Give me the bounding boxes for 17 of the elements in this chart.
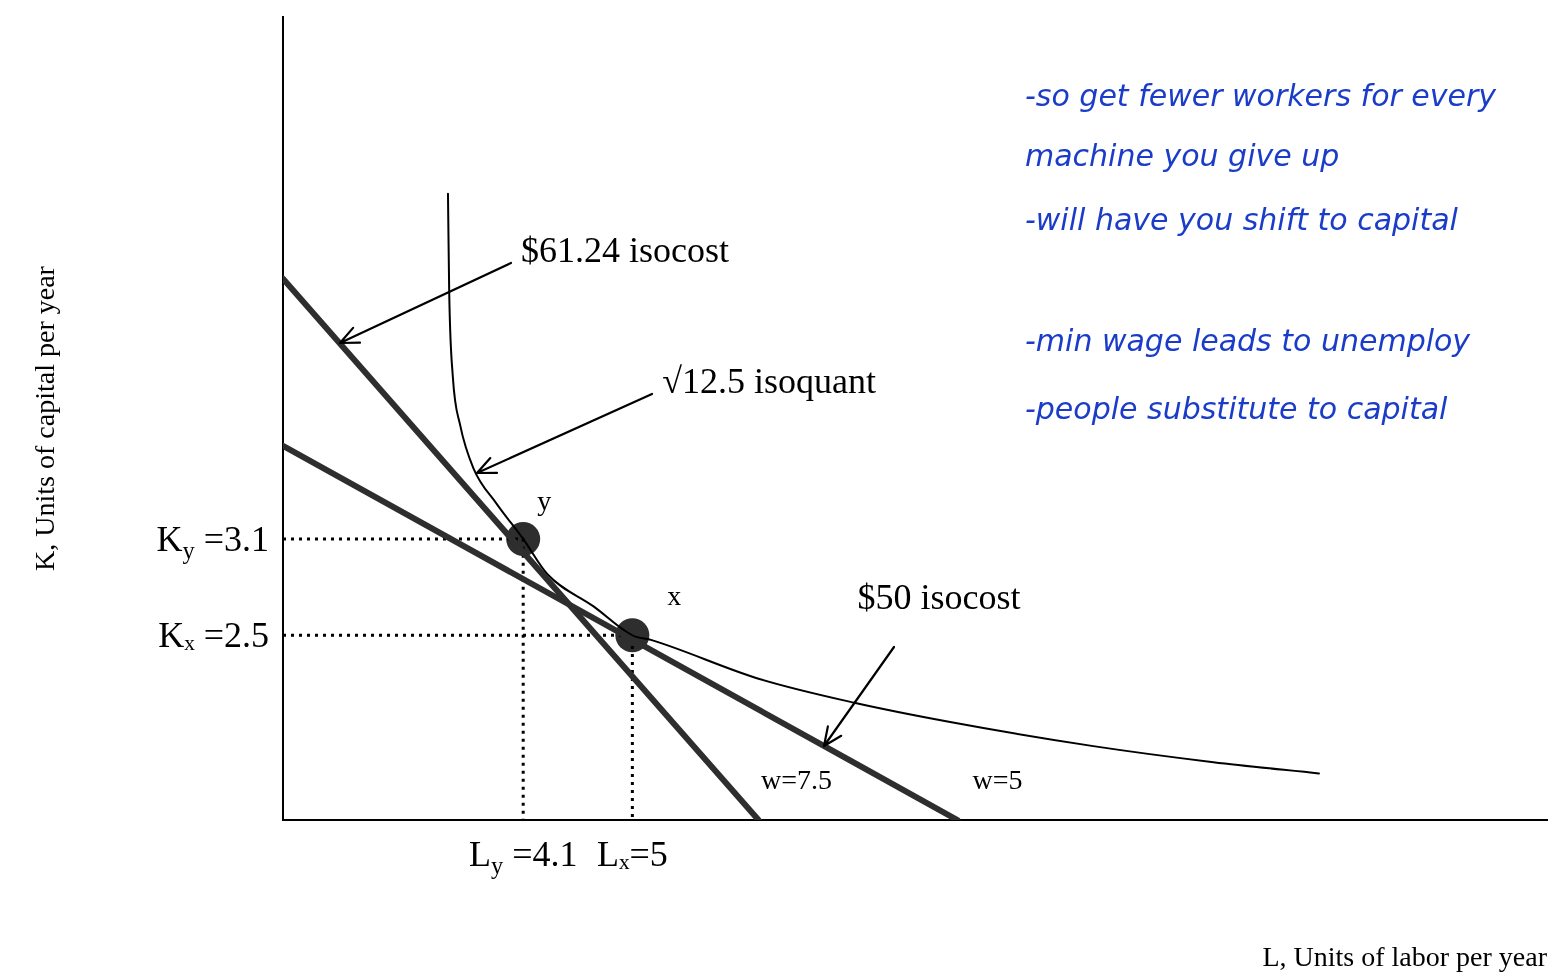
annotation: √12.5 isoquant xyxy=(662,361,876,403)
x-tick-label: L$_{y}$ =4.1 xyxy=(468,834,578,879)
annotation: w=7.5 xyxy=(761,763,833,797)
annotation: -so get fewer workers for every machine you give up xyxy=(1025,77,1498,175)
y-tick-label: Kₓ =2.5 xyxy=(158,615,269,656)
annotation: x xyxy=(667,580,682,613)
annotation: -min wage leads to unemploy xyxy=(1025,322,1472,360)
x-tick-label: Lₓ=5 xyxy=(596,834,668,874)
x-axis-title: L, Units of labor per year xyxy=(1262,940,1548,972)
annotation: w=5 xyxy=(972,763,1023,797)
y-tick-label: K$_{y}$ =3.1 xyxy=(156,518,269,564)
annotation: y xyxy=(537,484,552,518)
annotation: $50 isocost xyxy=(857,577,1021,619)
annotation: -will have you shift to capital xyxy=(1025,201,1459,239)
annotation: -people substitute to capital xyxy=(1025,390,1449,428)
y-axis-title: K, Units of capital per year xyxy=(29,265,61,571)
annotation: $61.24 isocost xyxy=(520,230,730,272)
